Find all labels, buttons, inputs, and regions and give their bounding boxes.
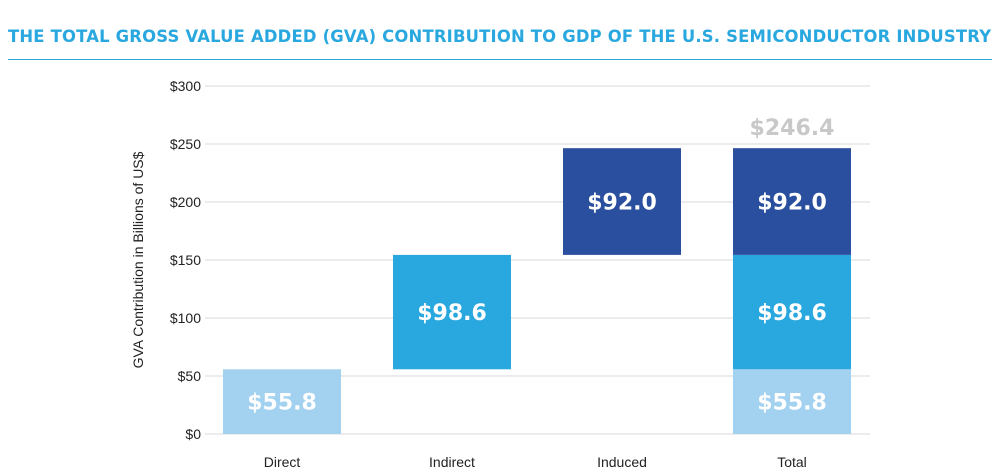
y-tick-label: $150: [170, 252, 201, 268]
category-label: Induced: [597, 454, 647, 470]
title-rule: [8, 59, 992, 60]
category-label: Total: [777, 454, 807, 470]
y-tick-label: $50: [178, 368, 202, 384]
y-tick-label: $100: [170, 310, 201, 326]
bar-segment-direct: [223, 369, 341, 434]
y-tick-label: $250: [170, 136, 201, 152]
bar-segment-induced: [733, 148, 851, 255]
y-axis-label: GVA Contribution in Billions of US$: [130, 151, 146, 368]
y-tick-label: $300: [170, 78, 201, 94]
bar-segment-indirect: [393, 254, 511, 370]
data-label: $98.6: [757, 301, 827, 326]
data-label: $98.6: [417, 301, 487, 326]
data-label: $55.8: [757, 391, 827, 416]
category-label: Direct: [264, 454, 301, 470]
data-label: $92.0: [757, 191, 827, 216]
total-label: $246.4: [750, 116, 835, 141]
chart-title-container: THE TOTAL GROSS VALUE ADDED (GVA) CONTRI…: [8, 26, 992, 48]
data-label: $92.0: [587, 191, 657, 216]
bar-segment-indirect: [733, 254, 851, 370]
chart-title: THE TOTAL GROSS VALUE ADDED (GVA) CONTRI…: [8, 27, 992, 46]
y-tick-label: $200: [170, 194, 201, 210]
y-tick-labels: $0 $50 $100 $150 $200 $250 $300: [170, 78, 201, 442]
bar-segment-direct: [733, 369, 851, 434]
category-label: Indirect: [429, 454, 475, 470]
bars: $55.8 $98.6 $92.0 $55.8 $98.6 $92.0 $246.4: [223, 116, 851, 434]
category-labels: Direct Indirect Induced Total: [264, 454, 807, 470]
data-label: $55.8: [247, 391, 317, 416]
bar-segment-induced: [563, 148, 681, 255]
y-tick-label: $0: [185, 426, 201, 442]
